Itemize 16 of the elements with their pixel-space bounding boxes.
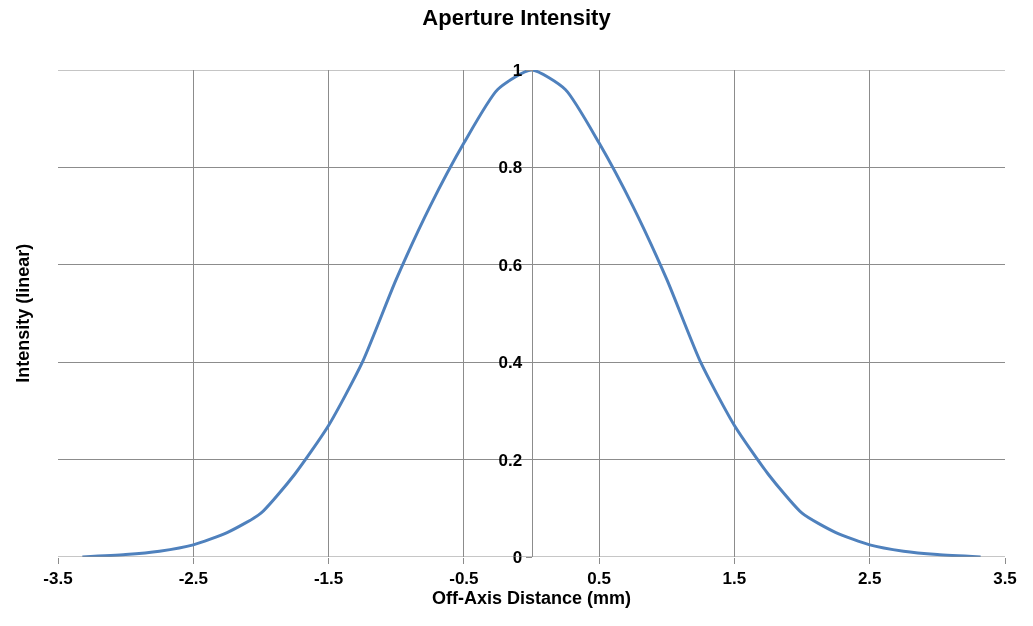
x-tick-label: 3.5 [993,569,1017,589]
y-tick-label: 0.2 [498,450,523,470]
x-tick-label: -2.5 [178,569,208,589]
x-tick-label: -3.5 [43,569,73,589]
y-tick-label: 0.6 [498,255,523,275]
y-tick-label: 0.4 [498,353,523,373]
x-tick-label: 0.5 [587,569,611,589]
y-tick-label: 0 [512,547,523,567]
y-tick-label: 0.8 [498,158,523,178]
x-axis-title: Off-Axis Distance (mm) [431,588,632,609]
x-tick-label: 1.5 [722,569,747,589]
y-axis-title: Intensity (linear) [12,243,33,383]
x-tick-label: -1.5 [313,569,344,589]
x-tick-label: -0.5 [449,569,479,589]
x-tick-label: 2.5 [857,569,882,589]
chart-title: Aperture Intensity [422,4,612,30]
